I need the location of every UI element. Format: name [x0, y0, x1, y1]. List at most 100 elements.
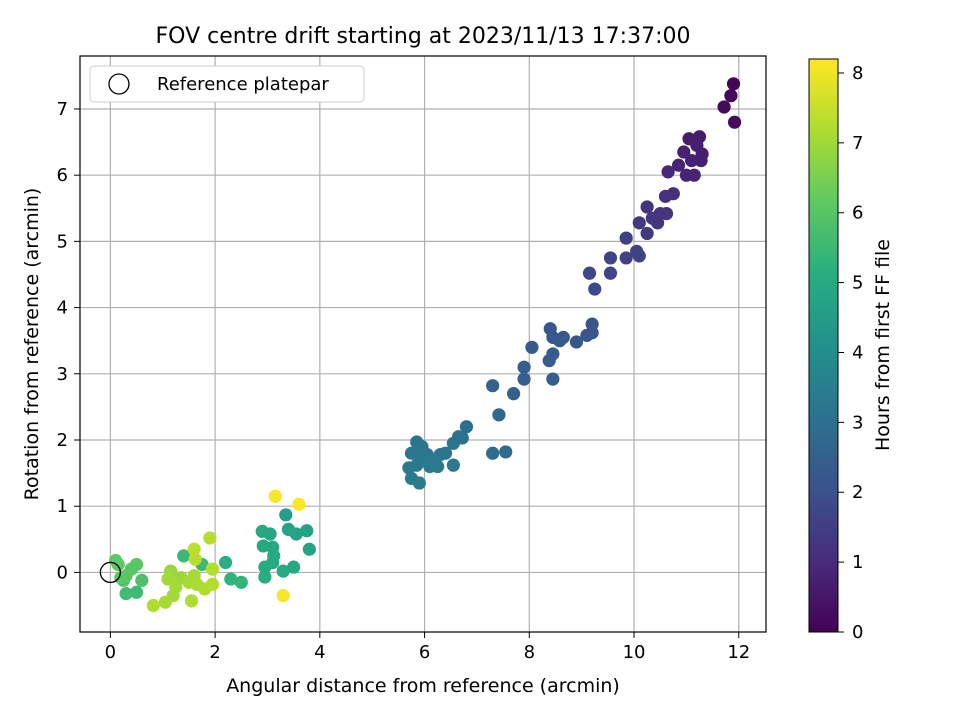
data-point [287, 560, 301, 574]
data-point [492, 408, 506, 422]
data-point [177, 549, 191, 563]
data-point [205, 577, 220, 591]
data-point [119, 587, 133, 601]
data-point [279, 508, 293, 522]
data-point [300, 524, 314, 538]
data-point [187, 542, 201, 556]
x-tick-label: 12 [727, 642, 750, 663]
data-point [724, 89, 738, 103]
data-point [687, 168, 701, 182]
colorbar-tick-label: 4 [852, 342, 863, 363]
colorbar: 0 1 2 3 4 5 6 7 8 Hours from first FF file [808, 58, 894, 643]
data-point [553, 334, 567, 348]
colorbar-ticks: 0 1 2 3 4 5 6 7 8 [838, 63, 863, 643]
y-axis-label: Rotation from reference (arcmin) [21, 188, 43, 501]
data-point [203, 531, 217, 545]
legend-box [89, 65, 365, 103]
data-point [446, 436, 460, 450]
data-point [292, 497, 306, 511]
colorbar-gradient [808, 58, 839, 633]
colorbar-label: Hours from first FF file [872, 239, 894, 451]
data-point [717, 100, 731, 114]
data-point [726, 77, 741, 91]
data-point [119, 569, 133, 583]
data-point [619, 231, 633, 245]
data-point [619, 251, 633, 265]
data-point [263, 527, 277, 541]
data-point [146, 598, 160, 613]
data-point [603, 251, 618, 265]
x-tick-label: 10 [623, 642, 646, 663]
reference-platepar-marker [99, 561, 122, 584]
colorbar-tick-label: 7 [852, 133, 863, 154]
legend: Reference platepar [89, 65, 365, 103]
data-point [402, 461, 416, 475]
colorbar-tick-label: 0 [852, 622, 863, 643]
y-tick-label: 2 [57, 430, 68, 451]
y-tick-label: 6 [57, 165, 68, 186]
data-point [569, 335, 584, 349]
x-tick-label: 8 [524, 642, 535, 663]
x-tick-label: 6 [419, 642, 430, 663]
data-point [234, 575, 248, 589]
x-tick-label: 2 [209, 642, 220, 663]
x-tick-label: 4 [314, 642, 325, 663]
data-point [659, 206, 674, 221]
data-point [517, 372, 531, 386]
data-point [446, 458, 460, 472]
data-point [302, 542, 316, 556]
data-point [546, 372, 560, 386]
chart-title: FOV centre drift starting at 2023/11/13 … [156, 24, 691, 49]
data-point [694, 154, 708, 168]
y-tick-label: 0 [57, 562, 68, 583]
x-tick-label: 0 [105, 642, 116, 663]
data-point [268, 489, 282, 503]
plot-frame [79, 55, 767, 633]
data-point [258, 560, 272, 574]
data-point [640, 200, 654, 214]
data-point [109, 553, 123, 568]
data-point [677, 145, 691, 159]
reference-marker-group [99, 561, 122, 584]
data-point [438, 446, 453, 460]
data-point [685, 154, 699, 168]
data-point [129, 585, 144, 599]
colorbar-tick-label: 1 [852, 552, 863, 573]
data-point [727, 115, 742, 129]
y-tick-label: 7 [57, 99, 68, 120]
data-point [603, 266, 618, 280]
x-axis-ticks: 0 2 4 6 8 10 12 [105, 632, 750, 663]
data-point [486, 446, 500, 460]
data-point [129, 557, 144, 572]
y-tick-label: 4 [57, 298, 68, 319]
data-point [184, 594, 199, 608]
data-point [525, 340, 539, 354]
data-point [632, 249, 646, 263]
plot-area [80, 56, 766, 632]
colorbar-tick-label: 3 [852, 412, 863, 433]
colorbar-tick-label: 6 [852, 203, 863, 224]
data-point [258, 570, 272, 584]
data-point [651, 216, 665, 230]
data-point [431, 459, 445, 474]
y-tick-label: 3 [57, 364, 68, 385]
data-point [582, 266, 597, 280]
x-axis-label: Angular distance from reference (arcmin) [226, 675, 620, 697]
data-point [661, 165, 675, 179]
colorbar-tick-label: 2 [852, 482, 863, 503]
legend-open-circle-marker [108, 73, 130, 95]
data-point [218, 555, 233, 570]
data-point [658, 189, 673, 203]
y-tick-label: 5 [57, 231, 68, 252]
data-point [188, 552, 202, 566]
data-point [588, 282, 602, 296]
data-point [506, 387, 521, 401]
data-point [486, 379, 500, 393]
data-point [276, 588, 290, 603]
data-point [632, 216, 646, 230]
data-point [585, 326, 599, 340]
colorbar-tick-label: 8 [852, 63, 863, 84]
y-tick-label: 1 [57, 496, 68, 517]
data-point [205, 562, 220, 576]
